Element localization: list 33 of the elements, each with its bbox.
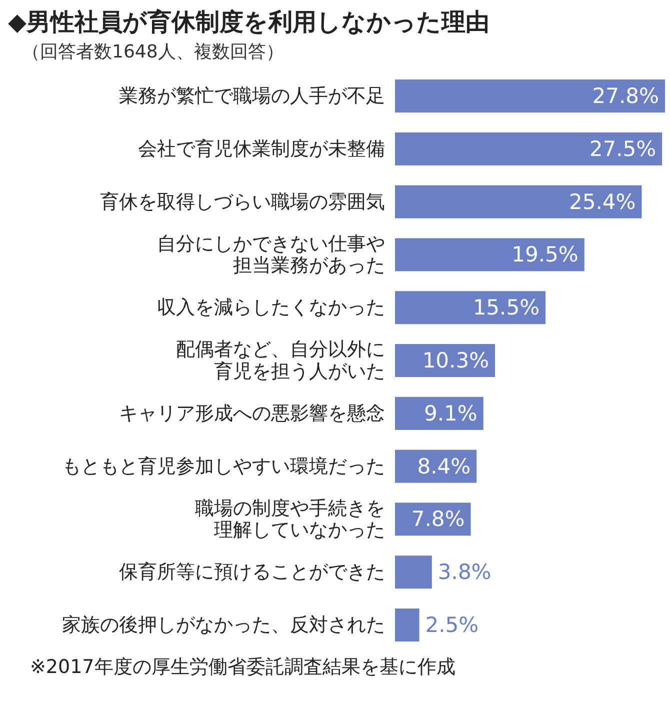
bar (395, 80, 665, 112)
y-tick-label: 業務が繁忙で職場の人手が不足 (119, 85, 385, 107)
y-tick-label: もともと育児参加しやすい環境だった (62, 455, 385, 478)
data-label: 7.8% (411, 507, 465, 532)
y-tick-label: 育休を取得しづらい職場の雰囲気 (100, 190, 385, 213)
y-tick-label: 家族の後押しがなかった、反対された (62, 614, 385, 636)
bar (395, 556, 432, 589)
data-label: 8.4% (417, 454, 471, 478)
data-label: 19.5% (512, 242, 578, 267)
y-tick-label: 保育所等に預けることができた (119, 561, 385, 584)
text: ※2017年度の厚生労働省委託調査結果を基に作成 (30, 656, 456, 678)
data-label: 27.5% (589, 136, 656, 161)
text: （回答者数1648人、複数回答） (22, 42, 284, 62)
bar (395, 291, 546, 324)
bar (395, 238, 584, 272)
y-tick-label: 会社で育児休業制度が未整備 (138, 138, 385, 160)
y-tick-label: 自分にしかできない仕事や担当業務があった (157, 232, 385, 277)
chart-title: ◆男性社員が育休制度を利用しなかった理由 (8, 8, 490, 36)
y-tick-label: 職場の制度や手続きを理解していなかった (195, 497, 385, 542)
bar (395, 185, 642, 218)
y-tick-label: 配偶者など、自分以外に育児を担う人がいた (176, 338, 385, 382)
data-label: 9.1% (424, 401, 478, 426)
data-label: 2.5% (425, 613, 479, 637)
data-label: 15.5% (472, 296, 540, 320)
bar (395, 132, 662, 166)
data-label: 10.3% (422, 348, 490, 372)
y-tick-label: キャリア形成への悪影響を懸念 (119, 402, 385, 424)
bar (395, 396, 484, 430)
y-tick-label: 収入を減らしたくなかった (157, 296, 385, 319)
bar (395, 608, 420, 642)
data-label: 27.8% (592, 84, 659, 108)
data-label: 3.8% (438, 560, 492, 584)
data-label: 25.4% (568, 190, 636, 214)
